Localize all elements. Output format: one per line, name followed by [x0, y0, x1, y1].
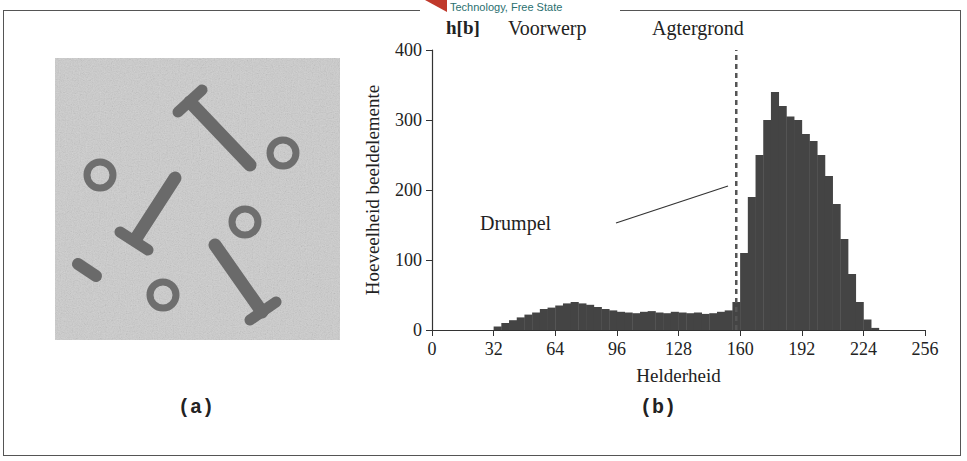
- svg-text:0: 0: [413, 320, 422, 340]
- svg-text:100: 100: [395, 250, 422, 270]
- html-text:(a): (a): [178, 396, 214, 419]
- svg-text:200: 200: [395, 180, 422, 200]
- svg-text:Hoeveelheid beeldelemente: Hoeveelheid beeldelemente: [362, 85, 383, 295]
- svg-text:Helderheid: Helderheid: [636, 365, 721, 386]
- svg-text:h[b]: h[b]: [446, 17, 480, 38]
- svg-text:256: 256: [912, 339, 939, 359]
- svg-text:128: 128: [665, 339, 692, 359]
- svg-text:32: 32: [485, 339, 503, 359]
- svg-text:192: 192: [788, 339, 815, 359]
- svg-text:160: 160: [727, 339, 754, 359]
- html-text:Technology, Free State: Technology, Free State: [450, 1, 563, 13]
- svg-text:300: 300: [395, 110, 422, 130]
- svg-text:400: 400: [395, 40, 422, 60]
- svg-text:64: 64: [546, 339, 564, 359]
- svg-text:0: 0: [428, 339, 437, 359]
- html-text:(b): (b): [640, 396, 676, 419]
- svg-text:Agtergrond: Agtergrond: [652, 17, 744, 40]
- svg-text:224: 224: [850, 339, 877, 359]
- svg-text:96: 96: [608, 339, 626, 359]
- svg-text:Drumpel: Drumpel: [480, 212, 552, 235]
- svg-text:Voorwerp: Voorwerp: [508, 17, 587, 40]
